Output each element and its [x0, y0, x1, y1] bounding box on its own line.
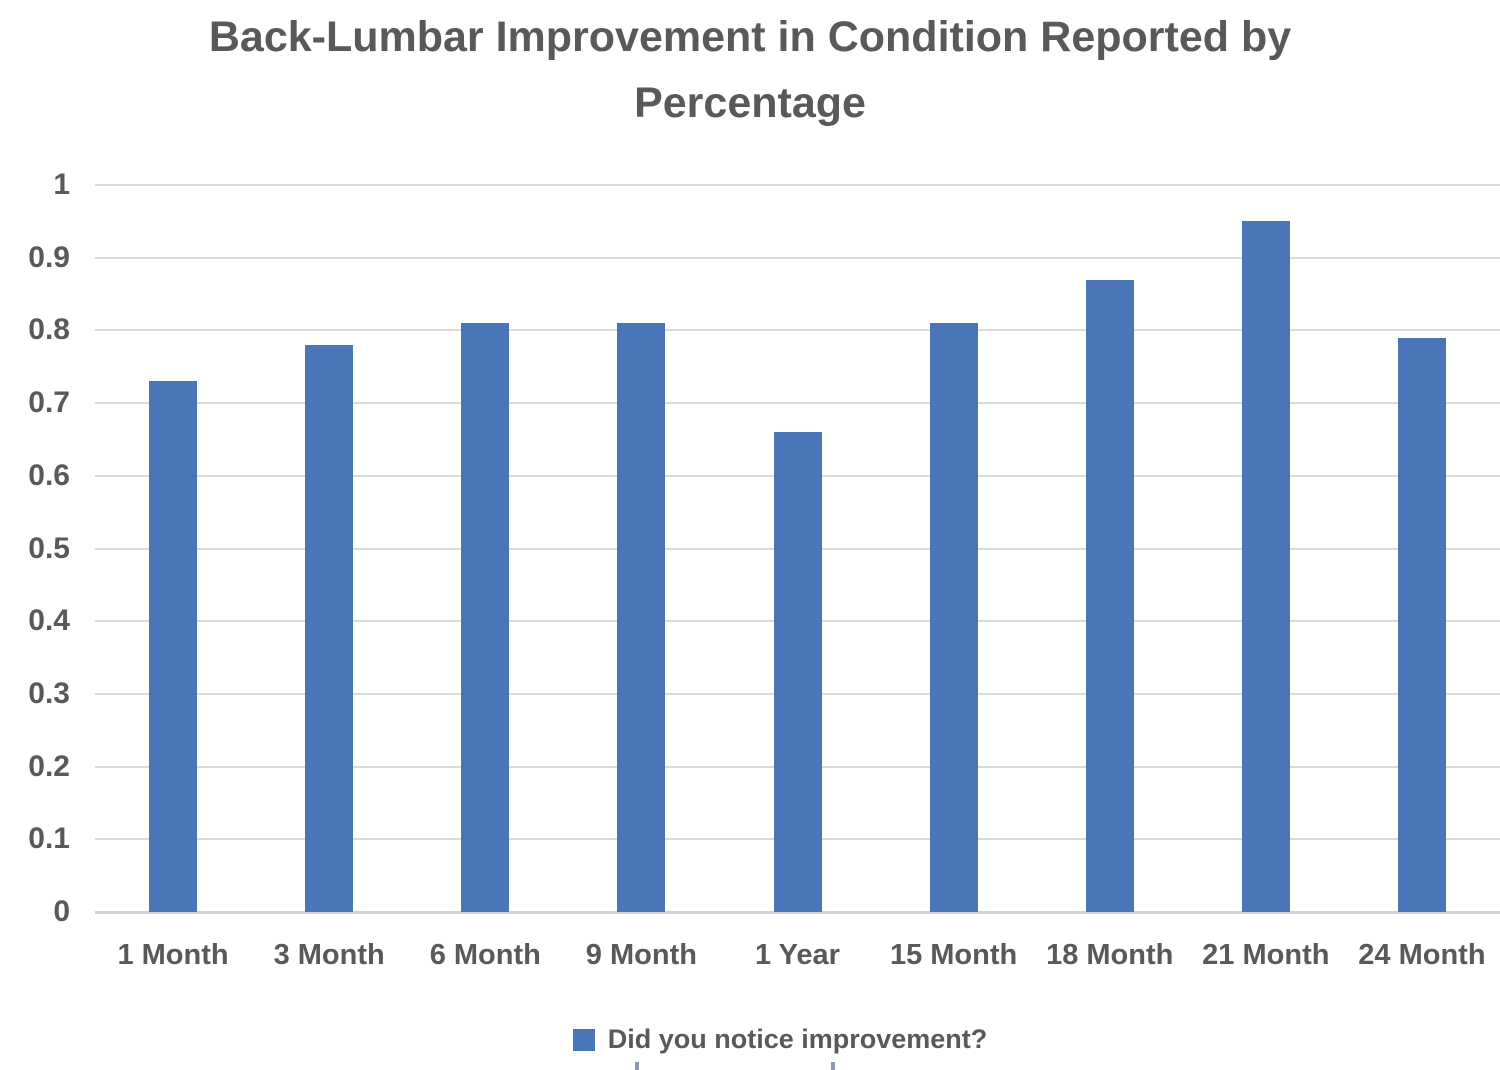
y-axis-tick-label: 0.4 — [28, 604, 70, 638]
bar-9-month — [617, 323, 666, 912]
y-axis-tick-label: 0.1 — [28, 822, 70, 856]
bar-1-year — [773, 432, 822, 912]
y-axis-tick-label: 0.9 — [28, 240, 70, 274]
gridline — [95, 256, 1500, 259]
bar-6-month — [461, 323, 510, 912]
x-axis-tick-label: 6 Month — [429, 939, 541, 971]
y-axis-tick-label: 0.6 — [28, 458, 70, 492]
bar-15-month — [929, 323, 978, 912]
cut-off-text-fragment — [635, 1062, 639, 1070]
legend-label: Did you notice improvement? — [607, 1024, 988, 1054]
x-axis-tick-label: 3 Month — [273, 939, 385, 971]
x-axis-tick-label: 9 Month — [585, 939, 697, 971]
x-axis-tick-label: 1 Month — [117, 939, 229, 971]
gridline — [95, 402, 1500, 405]
bar-1-month — [149, 381, 198, 912]
chart-title: Back-Lumbar Improvement in Condition Rep… — [208, 13, 1292, 127]
bar-18-month — [1085, 279, 1134, 912]
y-axis-tick-label: 1 — [53, 168, 70, 201]
x-axis-tick-label: 15 Month — [889, 939, 1018, 971]
y-axis-tick-label: 0.5 — [28, 531, 70, 565]
y-axis-tick-label: 0.7 — [28, 386, 70, 420]
gridline — [95, 184, 1500, 186]
legend: Did you notice improvement? — [60, 1024, 1500, 1055]
y-axis-tick-label: 0 — [53, 895, 70, 928]
bar-21-month — [1241, 221, 1290, 912]
legend-swatch-icon — [572, 1028, 595, 1051]
x-axis-tick-label: 1 Year — [755, 939, 840, 971]
bar-24-month — [1397, 337, 1446, 912]
y-axis-tick-label: 0.2 — [28, 749, 70, 783]
x-axis-line — [95, 911, 1500, 914]
x-axis-tick-label: 18 Month — [1046, 939, 1174, 971]
x-axis-tick-label: 24 Month — [1358, 939, 1486, 971]
y-axis-tick-label: 0.8 — [28, 313, 70, 347]
gridline — [95, 329, 1500, 332]
y-axis-tick-label: 0.3 — [28, 676, 70, 710]
x-axis-tick-label: 21 Month — [1202, 939, 1330, 971]
cut-off-text-fragment — [831, 1062, 835, 1070]
bar-3-month — [305, 344, 354, 912]
